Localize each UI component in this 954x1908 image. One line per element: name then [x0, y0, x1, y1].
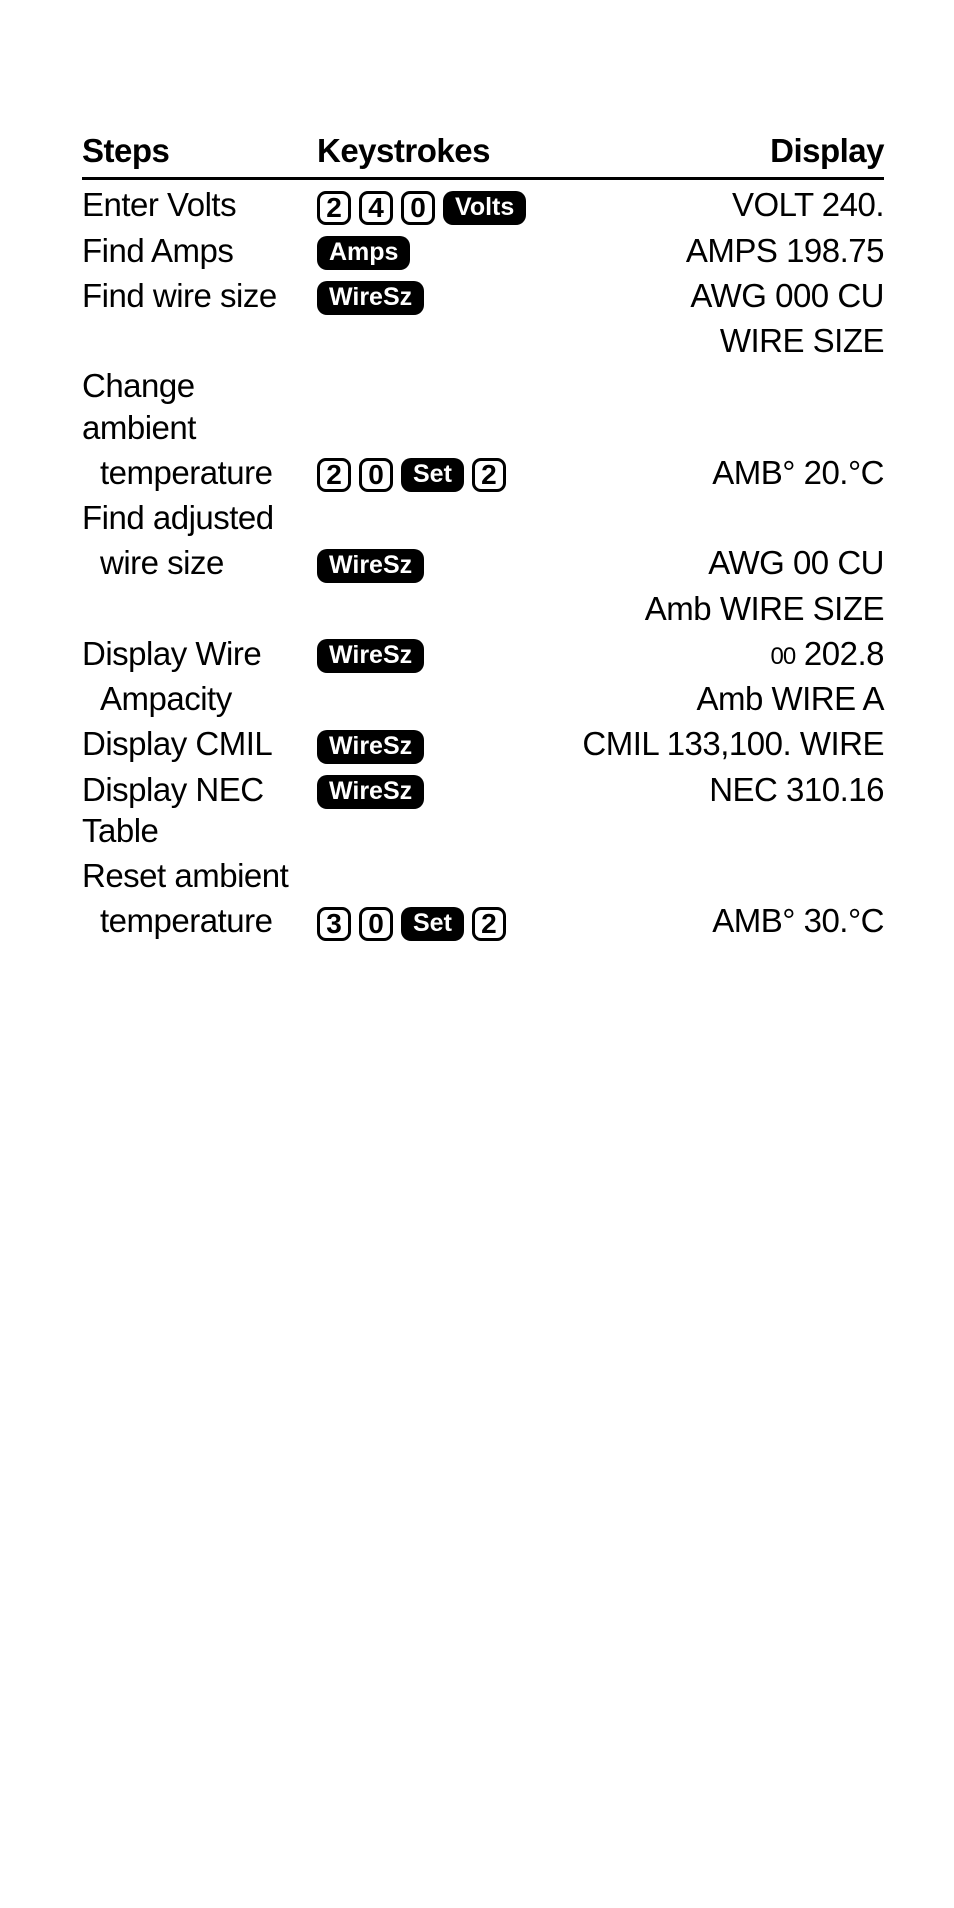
function-key: Set [401, 907, 464, 941]
table-row: Find wire sizeWireSz AWG 000 CU [82, 271, 884, 316]
step-label: Display Wire [82, 629, 317, 674]
page: Steps Keystrokes Display Enter Volts240V… [0, 0, 954, 942]
col-header-steps: Steps [82, 130, 317, 179]
digit-key: 2 [472, 458, 506, 492]
function-key: WireSz [317, 549, 424, 583]
step-label-line2: wire size [82, 538, 317, 583]
table-row: Display NEC TableWireSz NEC 310.16 [82, 765, 884, 852]
display-cell: CMIL 133,100. WIRE [559, 719, 884, 764]
table-row: WIRE SIZE [82, 316, 884, 361]
step-label: Find wire size [82, 271, 317, 316]
digit-key: 2 [472, 907, 506, 941]
function-key: WireSz [317, 730, 424, 764]
display-value: NEC 310.16 [709, 771, 884, 808]
function-key: Set [401, 458, 464, 492]
keystrokes-cell [317, 674, 559, 719]
display-small-prefix: 00 [771, 643, 796, 670]
digit-key: 4 [359, 191, 393, 225]
digit-key: 0 [359, 907, 393, 941]
table-row: Ampacity Amb WIRE A [82, 674, 884, 719]
keystrokes-cell [317, 361, 559, 448]
keystrokes-cell: Amps [317, 226, 559, 271]
table-row: Display WireWireSz 00 202.8 [82, 629, 884, 674]
keystrokes-cell: WireSz [317, 629, 559, 674]
function-key: WireSz [317, 281, 424, 315]
keystrokes-cell: 20Set2 [317, 448, 559, 493]
table-row: Change ambient [82, 361, 884, 448]
step-label: Display CMIL [82, 719, 317, 764]
keystrokes-cell: WireSz [317, 765, 559, 852]
step-label: Display NEC Table [82, 765, 317, 852]
keystrokes-cell: WireSz [317, 271, 559, 316]
display-sub: Amb WIRE A [559, 678, 884, 719]
table-row: Enter Volts240Volts VOLT 240. [82, 179, 884, 226]
step-label: Find Amps [82, 226, 317, 271]
display-value: CMIL 133,100. WIRE [582, 725, 884, 762]
table-row: Display CMILWireSz CMIL 133,100. WIRE [82, 719, 884, 764]
display-cell: AWG 00 CU [559, 538, 884, 583]
display-value: AWG 00 CU [708, 544, 884, 581]
display-value: AWG 000 CU [690, 277, 884, 314]
table-header-row: Steps Keystrokes Display [82, 130, 884, 179]
table-row: temperature20Set2AMB° 20.°C [82, 448, 884, 493]
step-label-line2: temperature [82, 896, 317, 941]
display-sub: Amb WIRE SIZE [559, 584, 884, 629]
display-cell: AWG 000 CU [559, 271, 884, 316]
step-label-line2: Ampacity [82, 674, 317, 719]
function-key: WireSz [317, 775, 424, 809]
display-cell: AMB° 30.°C [559, 896, 884, 941]
digit-key: 3 [317, 907, 351, 941]
display-cell: Amb WIRE A [559, 674, 884, 719]
function-key: WireSz [317, 639, 424, 673]
display-cell: AMPS 198.75 [559, 226, 884, 271]
display-value: AMB° 20.°C [712, 454, 884, 491]
display-cell [559, 851, 884, 896]
keystrokes-cell: WireSz [317, 719, 559, 764]
step-label-line2: temperature [82, 448, 317, 493]
keystrokes-cell: WireSz [317, 538, 559, 583]
col-header-display: Display [559, 130, 884, 179]
keystrokes-cell [317, 493, 559, 538]
keystrokes-cell [317, 851, 559, 896]
step-label: Enter Volts [82, 179, 317, 226]
table-body: Enter Volts240VoltsVOLT 240.Find AmpsAmp… [82, 179, 884, 942]
table-row: Find AmpsAmps AMPS 198.75 [82, 226, 884, 271]
display-value: VOLT 240. [732, 186, 884, 223]
digit-key: 2 [317, 458, 351, 492]
display-value: AMPS 198.75 [686, 232, 884, 269]
function-key: Amps [317, 236, 410, 270]
step-label: Find adjusted [82, 493, 317, 538]
display-cell: AMB° 20.°C [559, 448, 884, 493]
keystrokes-cell: 240Volts [317, 179, 559, 226]
table-row: temperature30Set2 AMB° 30.°C [82, 896, 884, 941]
digit-key: 0 [401, 191, 435, 225]
digit-key: 2 [317, 191, 351, 225]
display-cell: NEC 310.16 [559, 765, 884, 852]
table-row: wire sizeWireSz AWG 00 CU [82, 538, 884, 583]
function-key: Volts [443, 191, 526, 225]
step-label: Change ambient [82, 361, 317, 448]
table-row: Reset ambient [82, 851, 884, 896]
display-sub: WIRE SIZE [559, 316, 884, 361]
table-row: Amb WIRE SIZE [82, 584, 884, 629]
display-cell: 00 202.8 [559, 629, 884, 674]
col-header-keystrokes: Keystrokes [317, 130, 559, 179]
digit-key: 0 [359, 458, 393, 492]
table-row: Find adjusted [82, 493, 884, 538]
display-cell [559, 361, 884, 448]
keystrokes-cell: 30Set2 [317, 896, 559, 941]
display-value: 202.8 [795, 635, 884, 672]
display-cell: VOLT 240. [559, 179, 884, 226]
step-label: Reset ambient [82, 851, 317, 896]
instruction-table: Steps Keystrokes Display Enter Volts240V… [82, 130, 884, 942]
display-value: AMB° 30.°C [712, 902, 884, 939]
display-cell [559, 493, 884, 538]
